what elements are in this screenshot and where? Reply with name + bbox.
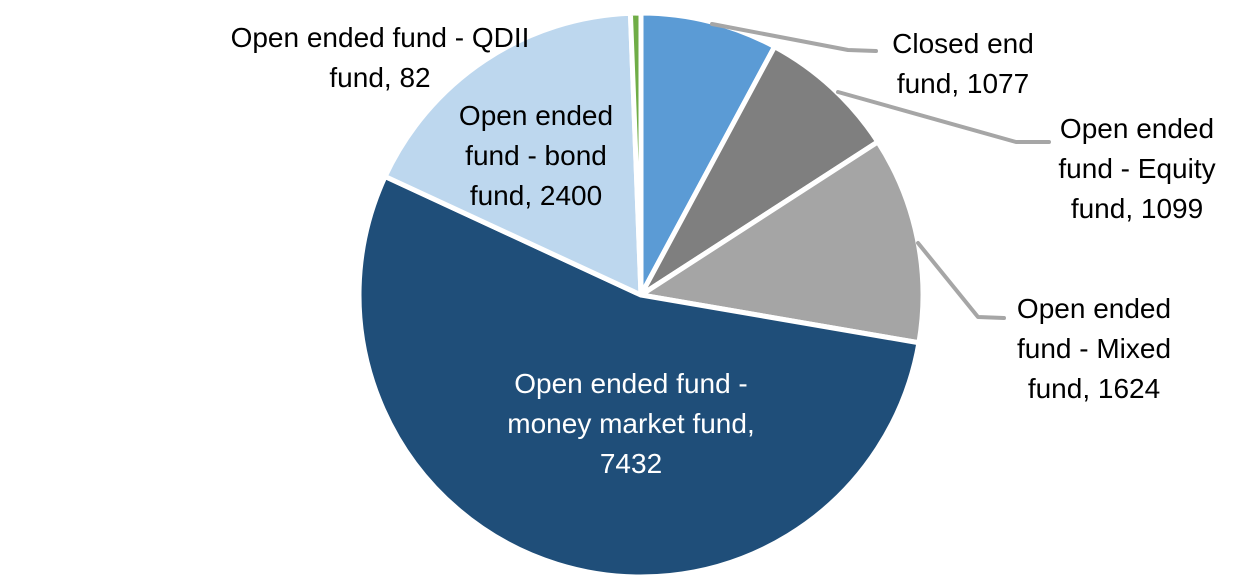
- data-label-mixed-fund: Open ended fund - Mixed fund, 1624: [1017, 289, 1171, 409]
- data-label-line: Open ended fund -: [514, 368, 748, 399]
- data-label-line: Closed end: [892, 28, 1034, 59]
- data-label-line: fund, 2400: [469, 180, 603, 211]
- data-label-line: fund, 1099: [1070, 193, 1204, 224]
- pie-slice-qdii-fund: [627, 10, 644, 298]
- data-label-equity-fund: Open ended fund - Equity fund, 1099: [1058, 109, 1215, 229]
- leader-line-equity-fund: [836, 90, 1051, 144]
- data-label-line: 7432: [599, 448, 663, 479]
- pie-slice-closed-end-fund: [638, 10, 778, 298]
- data-label-line: Open ended: [458, 100, 614, 131]
- data-label-line: money market fund,: [507, 408, 755, 439]
- data-label-closed-end-fund: Closed end fund, 1077: [892, 24, 1034, 104]
- data-label-line: fund, 1624: [1027, 373, 1161, 404]
- pie-slice-money-market-fund: [356, 174, 922, 580]
- data-label-line: fund - Equity: [1058, 153, 1216, 184]
- data-label-line: fund, 82: [329, 62, 431, 93]
- data-label-bond-fund: Open ended fund - bond fund, 2400: [459, 96, 613, 216]
- data-label-line: Open ended fund - QDII: [230, 22, 530, 53]
- pie-slice-equity-fund: [638, 44, 881, 298]
- data-label-line: Open ended: [1016, 293, 1172, 324]
- leader-lines: [710, 22, 1051, 320]
- data-label-money-market-fund: Open ended fund - money market fund, 743…: [507, 364, 754, 484]
- data-label-qdii-fund: Open ended fund - QDII fund, 82: [231, 18, 530, 98]
- pie-slice-bond-fund: [382, 10, 644, 298]
- data-label-line: fund, 1077: [896, 68, 1030, 99]
- pie-slice-mixed-fund: [638, 139, 926, 346]
- data-label-line: fund - bond: [465, 140, 607, 171]
- leader-line-closed-end-fund: [710, 22, 878, 53]
- data-label-line: fund - Mixed: [1016, 333, 1172, 364]
- pie-slices: [356, 10, 926, 580]
- leader-line-mixed-fund: [916, 241, 1006, 320]
- data-label-line: Open ended: [1059, 113, 1215, 144]
